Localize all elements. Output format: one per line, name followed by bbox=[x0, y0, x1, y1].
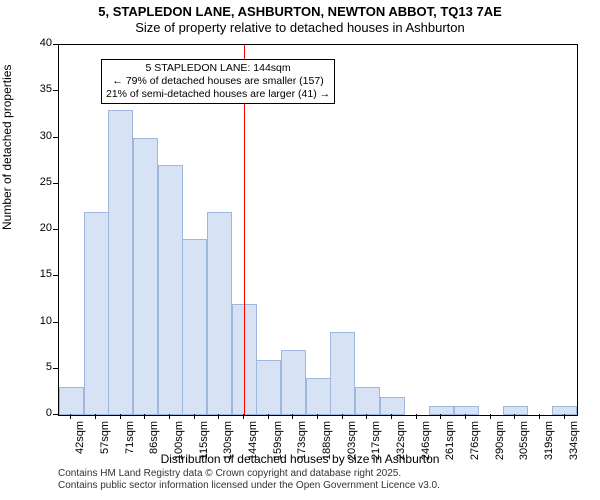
ytick-mark bbox=[53, 275, 58, 276]
xtick-label: 144sqm bbox=[247, 421, 259, 465]
xtick-mark bbox=[120, 414, 121, 419]
histogram-bar bbox=[133, 138, 158, 416]
annotation-line: 5 STAPLEDON LANE: 144sqm bbox=[106, 62, 330, 75]
ytick-label: 40 bbox=[28, 37, 52, 49]
histogram-bar bbox=[158, 165, 183, 415]
xtick-label: 173sqm bbox=[296, 421, 308, 465]
xtick-label: 57sqm bbox=[99, 421, 111, 465]
histogram-bar bbox=[503, 406, 528, 415]
xtick-label: 130sqm bbox=[222, 421, 234, 465]
xtick-mark bbox=[144, 414, 145, 419]
ytick-label: 0 bbox=[28, 407, 52, 419]
ytick-label: 25 bbox=[28, 176, 52, 188]
title-line2: Size of property relative to detached ho… bbox=[0, 20, 600, 36]
xtick-mark bbox=[514, 414, 515, 419]
xtick-mark bbox=[169, 414, 170, 419]
histogram-bar bbox=[306, 378, 331, 415]
ytick-mark bbox=[53, 44, 58, 45]
xtick-label: 276sqm bbox=[469, 421, 481, 465]
histogram-bar bbox=[330, 332, 355, 415]
histogram-bar bbox=[256, 360, 281, 416]
attribution-text: Contains HM Land Registry data © Crown c… bbox=[58, 468, 440, 492]
ytick-mark bbox=[53, 368, 58, 369]
annotation-line: ← 79% of detached houses are smaller (15… bbox=[106, 75, 330, 88]
xtick-mark bbox=[465, 414, 466, 419]
xtick-mark bbox=[366, 414, 367, 419]
ytick-label: 15 bbox=[28, 268, 52, 280]
annotation-box: 5 STAPLEDON LANE: 144sqm← 79% of detache… bbox=[101, 59, 335, 104]
xtick-mark bbox=[539, 414, 540, 419]
xtick-mark bbox=[416, 414, 417, 419]
ytick-mark bbox=[53, 414, 58, 415]
histogram-bar bbox=[380, 397, 405, 416]
histogram-bar bbox=[454, 406, 479, 415]
ytick-label: 10 bbox=[28, 315, 52, 327]
xtick-label: 115sqm bbox=[198, 421, 210, 465]
xtick-label: 319sqm bbox=[543, 421, 555, 465]
xtick-mark bbox=[243, 414, 244, 419]
histogram-bar bbox=[182, 239, 207, 415]
xtick-label: 217sqm bbox=[370, 421, 382, 465]
xtick-label: 261sqm bbox=[444, 421, 456, 465]
ytick-mark bbox=[53, 183, 58, 184]
ytick-label: 30 bbox=[28, 130, 52, 142]
xtick-mark bbox=[70, 414, 71, 419]
ytick-label: 35 bbox=[28, 83, 52, 95]
histogram-bar bbox=[59, 387, 84, 415]
ytick-mark bbox=[53, 137, 58, 138]
ytick-label: 5 bbox=[28, 361, 52, 373]
xtick-label: 203sqm bbox=[346, 421, 358, 465]
xtick-label: 86sqm bbox=[148, 421, 160, 465]
chart-title: 5, STAPLEDON LANE, ASHBURTON, NEWTON ABB… bbox=[0, 0, 600, 35]
xtick-mark bbox=[564, 414, 565, 419]
xtick-mark bbox=[440, 414, 441, 419]
ytick-mark bbox=[53, 322, 58, 323]
histogram-bar bbox=[84, 212, 109, 416]
xtick-mark bbox=[218, 414, 219, 419]
ytick-mark bbox=[53, 90, 58, 91]
histogram-bar bbox=[281, 350, 306, 415]
xtick-mark bbox=[490, 414, 491, 419]
xtick-label: 71sqm bbox=[124, 421, 136, 465]
xtick-mark bbox=[317, 414, 318, 419]
histogram-bar bbox=[429, 406, 454, 415]
xtick-label: 290sqm bbox=[494, 421, 506, 465]
xtick-mark bbox=[391, 414, 392, 419]
histogram-plot: 5 STAPLEDON LANE: 144sqm← 79% of detache… bbox=[58, 44, 578, 416]
xtick-mark bbox=[292, 414, 293, 419]
xtick-label: 232sqm bbox=[395, 421, 407, 465]
histogram-bar bbox=[552, 406, 577, 415]
xtick-label: 100sqm bbox=[173, 421, 185, 465]
y-axis-label: Number of detached properties bbox=[0, 65, 14, 230]
xtick-mark bbox=[342, 414, 343, 419]
xtick-mark bbox=[268, 414, 269, 419]
attribution-line2: Contains public sector information licen… bbox=[58, 480, 440, 492]
attribution-line1: Contains HM Land Registry data © Crown c… bbox=[58, 468, 440, 480]
xtick-mark bbox=[194, 414, 195, 419]
xtick-label: 246sqm bbox=[420, 421, 432, 465]
ytick-label: 20 bbox=[28, 222, 52, 234]
xtick-label: 334sqm bbox=[568, 421, 580, 465]
xtick-label: 188sqm bbox=[321, 421, 333, 465]
xtick-mark bbox=[95, 414, 96, 419]
histogram-bar bbox=[207, 212, 232, 416]
title-line1: 5, STAPLEDON LANE, ASHBURTON, NEWTON ABB… bbox=[0, 4, 600, 20]
ytick-mark bbox=[53, 229, 58, 230]
annotation-line: 21% of semi-detached houses are larger (… bbox=[106, 88, 330, 101]
xtick-label: 42sqm bbox=[74, 421, 86, 465]
histogram-bar bbox=[355, 387, 380, 415]
xtick-label: 159sqm bbox=[272, 421, 284, 465]
histogram-bar bbox=[108, 110, 133, 415]
xtick-label: 305sqm bbox=[518, 421, 530, 465]
